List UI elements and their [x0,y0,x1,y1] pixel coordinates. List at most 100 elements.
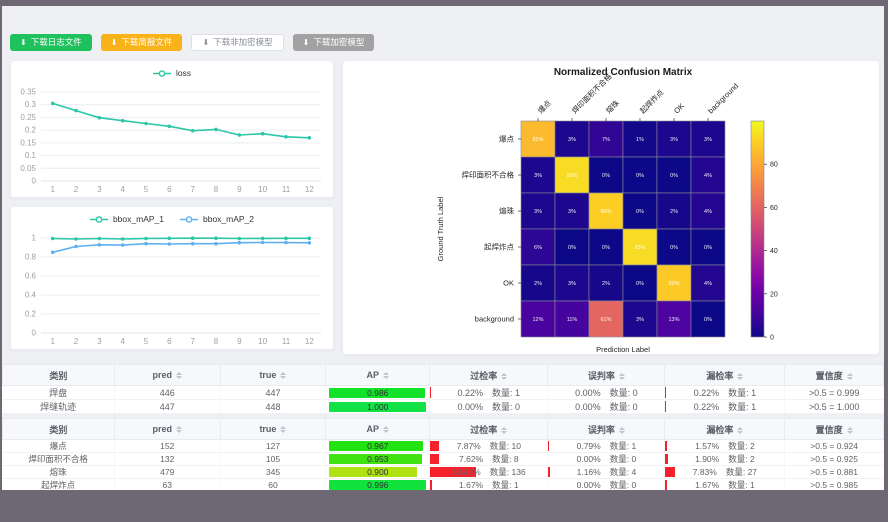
data-point[interactable] [307,136,312,140]
column-header-误判率[interactable]: 误判率 [547,364,666,386]
data-point[interactable] [190,236,195,240]
data-point[interactable] [50,101,55,106]
matrix-cell[interactable] [622,228,658,266]
matrix-cell[interactable] [520,264,556,302]
sort-caret-icon[interactable] [618,426,625,434]
sort-caret-icon[interactable] [175,372,182,380]
data-point[interactable] [97,236,102,241]
column-header-AP[interactable]: AP [325,364,431,386]
matrix-cell[interactable] [520,300,556,338]
data-point[interactable] [167,242,172,246]
matrix-cell[interactable] [656,264,692,302]
sort-caret-icon[interactable] [501,426,508,434]
matrix-cell-value: 3% [670,137,678,143]
confusion-matrix-plot: Normalized Confusion Matrix 85% 3% 7% 1% 3% 3%… [436,67,778,352]
column-header-pred[interactable]: pred [113,418,221,440]
column-header-过检率[interactable]: 过检率 [429,364,549,386]
sort-caret-icon[interactable] [383,426,390,434]
data-point[interactable] [307,241,312,245]
column-header-误判率[interactable]: 误判率 [547,418,666,440]
data-point[interactable] [120,237,125,241]
data-point[interactable] [284,240,288,245]
data-point[interactable] [144,241,148,246]
column-header-漏检率[interactable]: 漏检率 [664,418,786,440]
x-tick-label: 2 [74,185,79,194]
column-header-置信度[interactable]: 置信度 [784,418,884,440]
matrix-cell[interactable] [588,228,624,266]
data-point[interactable] [97,115,102,120]
matrix-cell[interactable] [588,156,624,194]
legend-item-bbox_mAP_1[interactable]: bbox_mAP_1 [89,214,164,224]
column-header-过检率[interactable]: 过检率 [429,418,549,440]
column-header-置信度[interactable]: 置信度 [784,364,884,386]
data-point[interactable] [97,243,102,247]
data-point[interactable] [214,127,218,132]
data-point[interactable] [237,133,242,137]
sort-caret-icon[interactable] [737,372,744,380]
matrix-cell[interactable] [690,156,726,194]
matrix-cell[interactable] [656,192,692,230]
data-point[interactable] [214,241,218,246]
matrix-cell[interactable] [588,300,624,338]
data-point[interactable] [120,118,125,123]
data-point[interactable] [74,108,78,113]
data-point[interactable] [190,241,195,246]
download-report-button[interactable]: ⬇ 下载简报文件 [100,34,183,51]
column-header-AP[interactable]: AP [325,418,431,440]
matrix-cell[interactable] [554,120,590,158]
data-point[interactable] [144,236,148,241]
download-encrypted-model-button[interactable]: ⬇ 下载加密模型 [292,34,375,51]
matrix-cell[interactable] [554,264,590,302]
data-point[interactable] [167,236,172,241]
sort-caret-icon[interactable] [280,426,287,434]
matrix-cell[interactable] [554,300,590,338]
sort-caret-icon[interactable] [846,426,853,434]
matrix-cell[interactable] [690,228,726,266]
data-point[interactable] [190,128,195,133]
data-point[interactable] [50,250,55,255]
sort-caret-icon[interactable] [383,372,390,380]
column-header-pred[interactable]: pred [113,364,221,386]
legend-item-loss[interactable]: loss [152,68,191,78]
download-log-button[interactable]: ⬇ 下载日志文件 [10,34,92,51]
sort-caret-icon[interactable] [280,372,287,380]
data-point[interactable] [307,236,312,241]
data-point[interactable] [260,236,265,241]
legend-item-bbox_mAP_2[interactable]: bbox_mAP_2 [180,214,254,224]
sort-caret-icon[interactable] [175,426,182,434]
column-header-漏检率[interactable]: 漏检率 [664,364,786,386]
matrix-cell[interactable] [656,228,692,266]
data-point[interactable] [167,124,172,129]
data-point[interactable] [284,135,288,139]
column-header-true[interactable]: true [219,364,327,386]
matrix-cell[interactable] [622,300,658,338]
data-point[interactable] [74,237,78,241]
matrix-cell[interactable] [656,156,692,194]
data-point[interactable] [284,236,288,241]
matrix-cell[interactable] [622,192,658,230]
sort-caret-icon[interactable] [501,372,508,380]
download-unencrypted-model-button[interactable]: ⬇ 下载非加密模型 [191,34,284,51]
data-point[interactable] [260,240,265,245]
matrix-cell[interactable] [656,300,692,338]
sort-caret-icon[interactable] [618,372,625,380]
data-point[interactable] [74,244,78,249]
matrix-cell[interactable] [690,120,726,158]
sort-caret-icon[interactable] [846,372,853,380]
matrix-cell[interactable] [690,300,726,338]
matrix-cell[interactable] [520,156,556,194]
matrix-cell[interactable] [622,264,658,302]
matrix-cell[interactable] [690,264,726,302]
matrix-cell[interactable] [554,156,590,194]
data-point[interactable] [120,243,125,247]
sort-caret-icon[interactable] [737,426,744,434]
data-point[interactable] [50,236,55,241]
data-point[interactable] [237,240,242,245]
matrix-cell[interactable] [588,120,624,158]
data-point[interactable] [237,236,242,241]
data-point[interactable] [260,131,265,136]
column-header-true[interactable]: true [219,418,327,440]
data-point[interactable] [144,121,148,126]
data-point[interactable] [214,236,218,240]
matrix-cell[interactable] [588,192,624,230]
